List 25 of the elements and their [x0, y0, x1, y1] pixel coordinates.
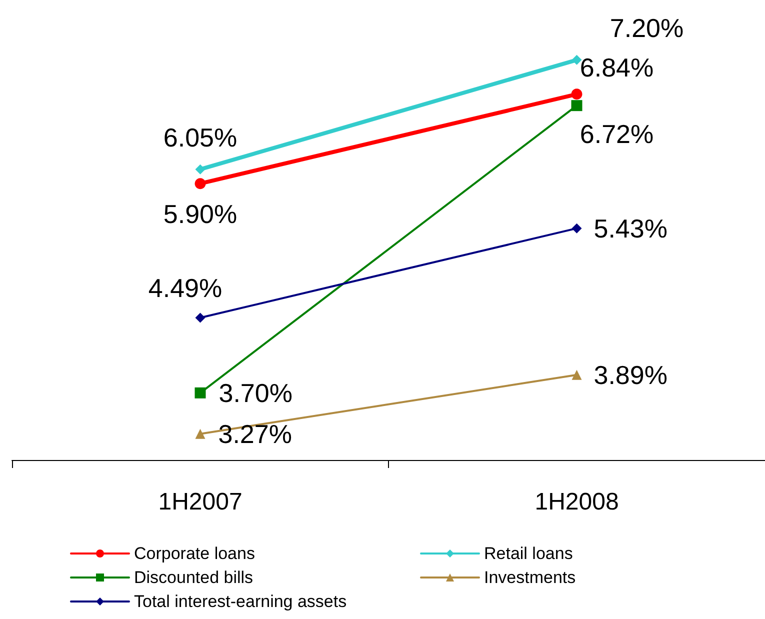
point — [571, 100, 582, 112]
x-tick-label: 1H2007 — [158, 488, 242, 516]
data-label: 5.43% — [594, 213, 668, 244]
point — [571, 88, 582, 100]
point — [572, 54, 582, 65]
legend-label: Corporate loans — [134, 544, 255, 563]
data-label: 3.70% — [218, 378, 292, 408]
x-tick-label: 1H2008 — [534, 488, 619, 516]
data-label: 6.84% — [580, 52, 654, 83]
point — [195, 164, 206, 174]
data-label: 6.72% — [580, 119, 654, 150]
point — [194, 387, 206, 398]
point — [195, 312, 206, 323]
legend-label: Investments — [484, 568, 576, 587]
legend-label: Discounted bills — [134, 568, 254, 587]
data-label: 4.49% — [148, 272, 222, 303]
data-label: 6.05% — [163, 122, 238, 152]
data-label: 5.90% — [163, 199, 238, 230]
data-label: 3.27% — [218, 418, 292, 449]
point — [194, 178, 206, 190]
legend-label: Retail loans — [484, 544, 573, 563]
data-label: 3.89% — [594, 360, 668, 390]
data-label: 7.20% — [610, 12, 684, 43]
point — [572, 223, 582, 234]
legend-label: Total interest-earning assets — [134, 592, 347, 611]
